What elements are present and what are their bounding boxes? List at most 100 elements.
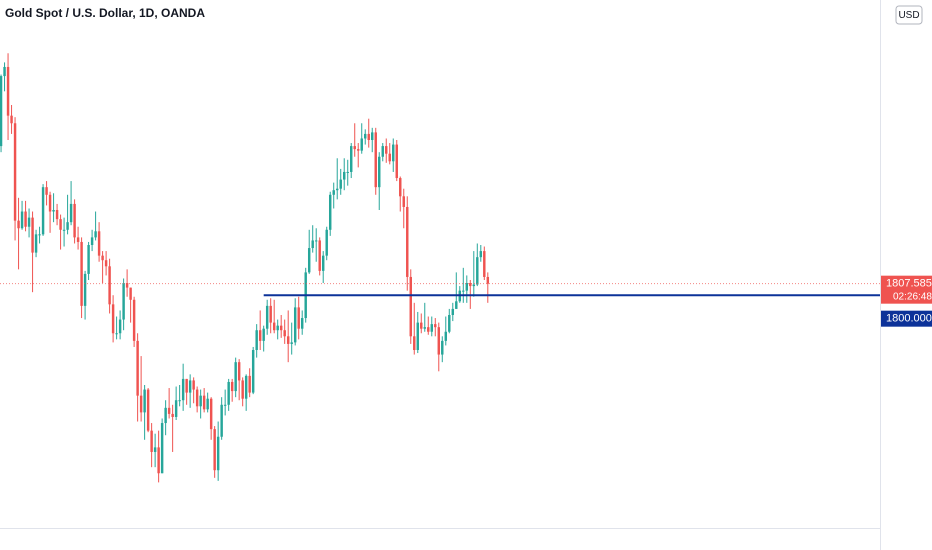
candle-body — [132, 299, 136, 341]
time-axis-panel — [0, 528, 880, 550]
horizontal-line-tag — [881, 310, 932, 327]
candle-body — [486, 276, 490, 284]
candle-body — [328, 194, 332, 230]
candle-body — [279, 325, 283, 331]
candle-body — [374, 132, 377, 188]
candle-body — [479, 251, 483, 258]
candle-body — [118, 319, 122, 334]
candle-body — [62, 229, 66, 231]
candle-body — [300, 318, 304, 329]
candle-body — [0, 76, 3, 147]
candle-body — [371, 132, 374, 140]
candle-body — [385, 146, 388, 154]
candle-body — [41, 187, 45, 235]
candle-body — [125, 283, 129, 288]
candle-body — [462, 290, 465, 292]
candle-body — [24, 211, 27, 227]
candle-body — [87, 245, 90, 274]
candle-body — [483, 251, 486, 277]
candle-body — [13, 123, 17, 221]
candle-body — [262, 328, 265, 341]
candle-body — [104, 260, 108, 267]
candle-body — [195, 389, 199, 407]
candle-body — [192, 380, 195, 390]
current-price-tag — [881, 275, 932, 304]
candle-body — [241, 380, 244, 399]
candle-body — [272, 322, 276, 331]
candle-body — [307, 248, 311, 273]
candle-body — [230, 381, 234, 392]
candle-body — [314, 240, 318, 242]
candle-body — [199, 395, 202, 407]
currency-button-label[interactable]: USD — [898, 10, 919, 21]
candle-body — [258, 330, 262, 341]
candle-body — [55, 210, 59, 220]
candle-body — [321, 255, 325, 271]
candle-body — [202, 395, 206, 410]
currency-button[interactable] — [895, 5, 923, 25]
candle-body — [115, 333, 118, 335]
candle-body — [413, 336, 416, 350]
candle-body — [52, 210, 55, 212]
candle-body — [332, 190, 335, 195]
candle-body — [255, 330, 258, 350]
candle-body — [90, 237, 94, 245]
candle-body — [27, 217, 31, 227]
candle-body — [427, 327, 430, 332]
candle-body — [181, 378, 185, 401]
candle-body — [364, 133, 367, 139]
candle-body — [167, 407, 171, 414]
candle-body — [325, 229, 328, 256]
candle-body — [223, 404, 227, 406]
candle-body — [244, 375, 248, 399]
candle-body — [441, 340, 444, 355]
candle-body — [227, 381, 230, 405]
candle-body — [293, 307, 297, 343]
candle-body — [209, 398, 213, 430]
candle-body — [101, 255, 104, 261]
candle-body — [108, 266, 111, 305]
candle-body — [339, 179, 342, 189]
candle-body — [3, 66, 6, 77]
candle-body — [437, 327, 440, 355]
candle-body — [465, 283, 469, 291]
candle-body — [318, 240, 321, 271]
candle-body — [276, 325, 279, 331]
price-axis-panel — [880, 0, 932, 550]
candle-body — [69, 203, 73, 223]
candle-body — [472, 284, 476, 287]
candle-body — [234, 362, 237, 392]
candle-body — [73, 203, 76, 238]
candle-body — [48, 194, 52, 212]
candle-body — [286, 336, 290, 344]
candle-body — [297, 307, 300, 329]
candle-body — [434, 324, 437, 328]
candle-body — [469, 283, 472, 287]
candles — [0, 53, 490, 483]
candle-body — [94, 231, 97, 238]
candle-body — [171, 413, 174, 417]
candle-body — [392, 144, 395, 162]
candle-body — [31, 217, 34, 253]
countdown-label: 02:26:48 — [893, 291, 932, 302]
candle-body — [6, 66, 10, 116]
candle-body — [216, 436, 220, 471]
candle-body — [399, 178, 402, 197]
candle-body — [45, 187, 48, 195]
horizontal-line-label: 1800.000 — [886, 313, 932, 325]
candle-body — [420, 322, 423, 329]
candle-body — [20, 211, 24, 229]
candle-body — [59, 219, 62, 230]
candle-body — [402, 196, 405, 207]
candle-body — [395, 144, 398, 179]
candle-body — [188, 380, 192, 393]
candle-body — [17, 220, 20, 229]
candle-body — [146, 389, 150, 431]
candle-body — [34, 234, 38, 253]
candle-body — [206, 398, 209, 410]
candle-body — [269, 305, 272, 323]
candle-body — [213, 429, 216, 471]
candle-body — [10, 115, 13, 124]
current-price-label: 1807.585 — [886, 278, 932, 290]
